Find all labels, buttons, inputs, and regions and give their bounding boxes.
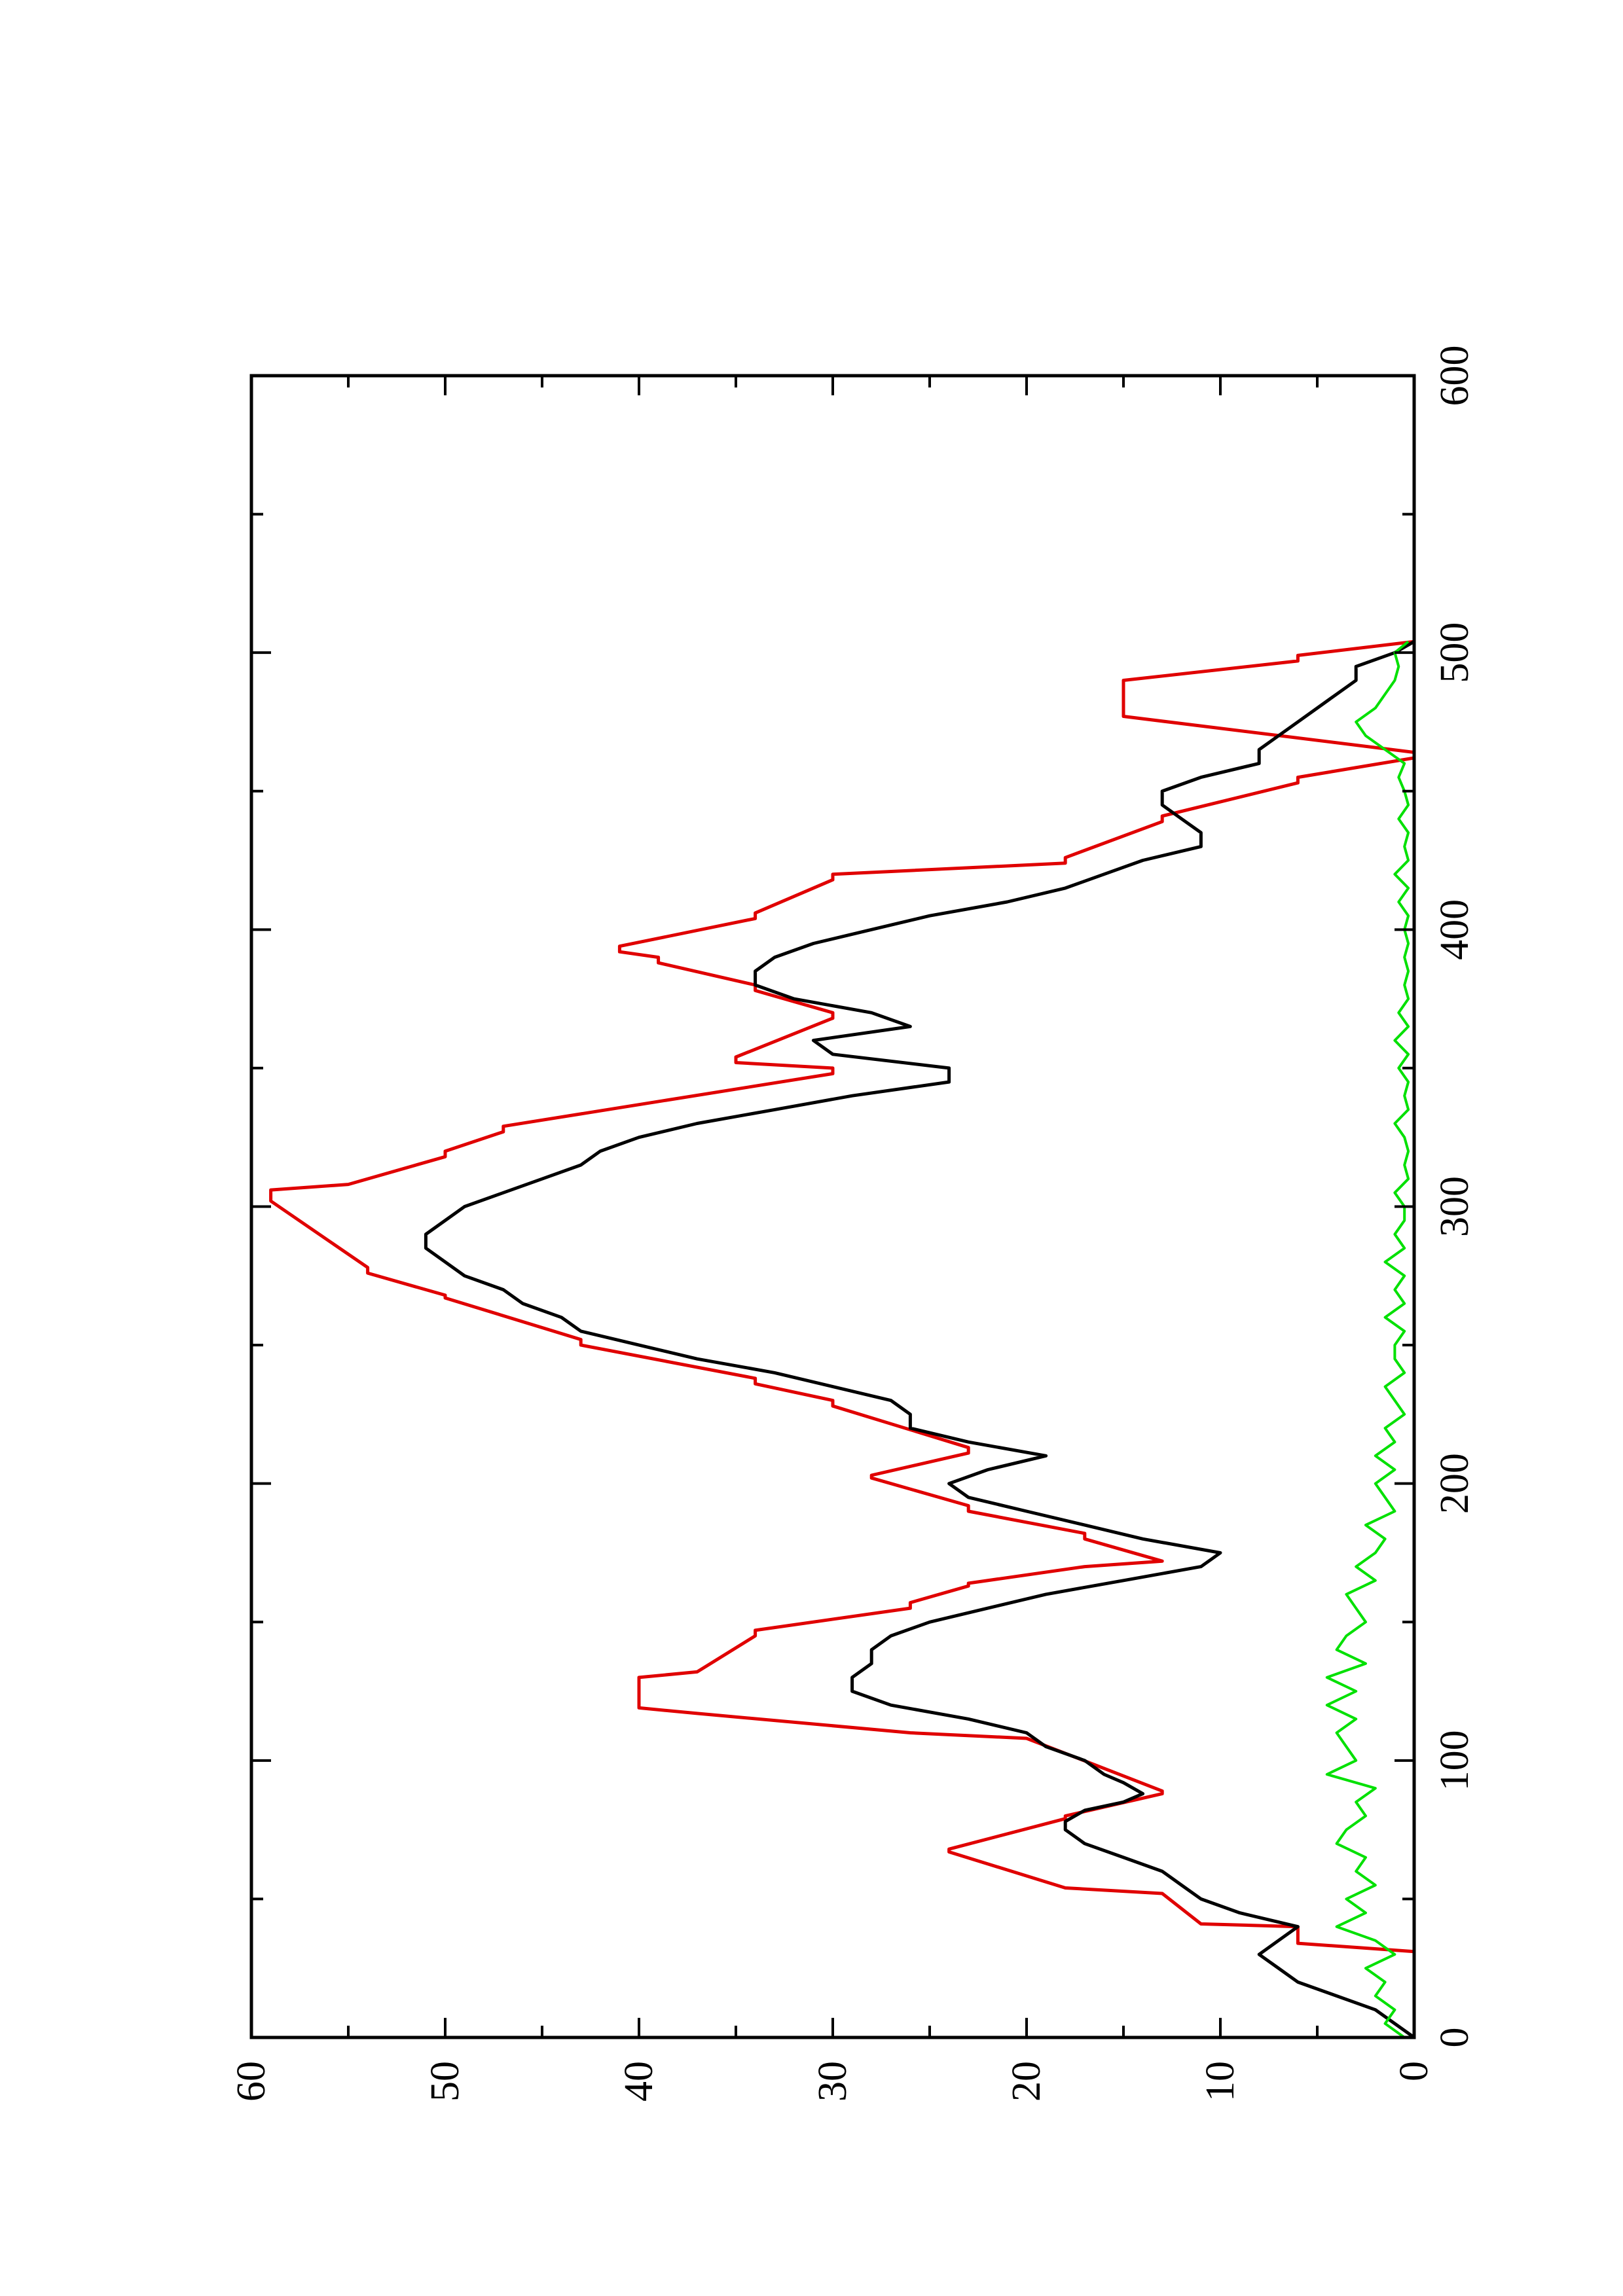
series-line-1 <box>269 639 1416 2037</box>
x-tick-label: 400 <box>1432 899 1477 960</box>
x-tick-label: 0 <box>1432 2028 1477 2048</box>
x-tick-label: 500 <box>1432 622 1477 683</box>
x-tick-label: 200 <box>1432 1453 1477 1514</box>
y-tick-label: 50 <box>423 2061 467 2102</box>
x-tick-label: 100 <box>1432 1730 1477 1791</box>
label-layer: 0 100 200 300 400 500 600 0 10 20 30 40 50 60 <box>229 346 1477 2102</box>
y-tick-label: 40 <box>617 2061 661 2102</box>
y-tick-label: 30 <box>811 2061 855 2102</box>
series-line-3 <box>1325 640 1410 2039</box>
y-tick-label: 10 <box>1198 2061 1243 2102</box>
y-tick-label: 20 <box>1004 2061 1049 2102</box>
x-tick-label: 300 <box>1432 1176 1477 1237</box>
x-tick-label: 600 <box>1432 346 1477 406</box>
y-tick-label: 60 <box>229 2061 274 2102</box>
tick-layer <box>250 374 1415 2039</box>
series-line-2 <box>424 640 1415 2039</box>
plot-frame <box>249 374 1416 2039</box>
y-tick-label: 0 <box>1392 2061 1436 2081</box>
series-layer <box>269 639 1416 2039</box>
